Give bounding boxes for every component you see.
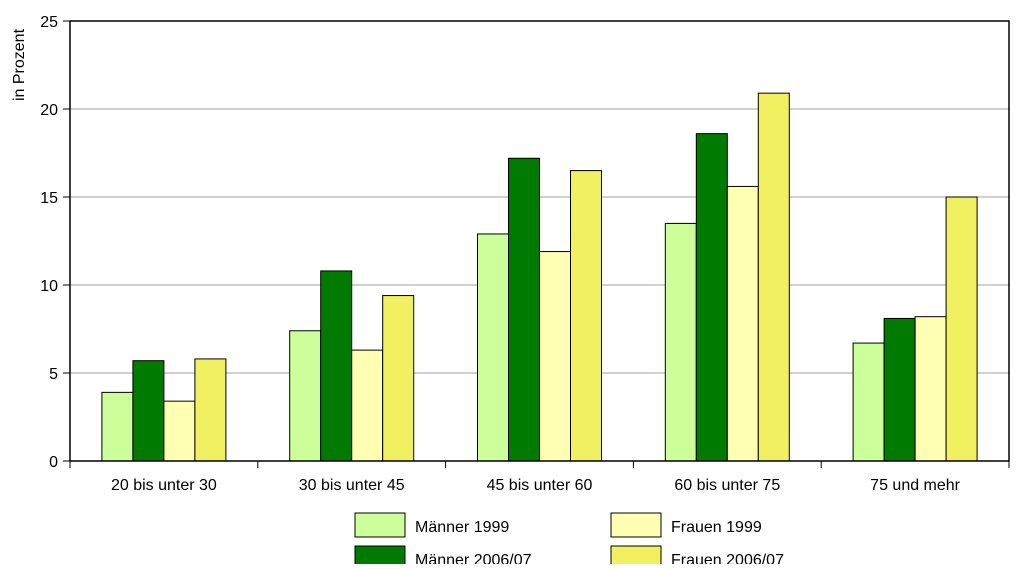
x-tick-label: 20 bis unter 30 bbox=[111, 477, 217, 494]
bar bbox=[883, 317, 916, 462]
bar bbox=[664, 222, 697, 462]
bars bbox=[101, 92, 978, 462]
legend: Männer 1999 Männer 2006/07 Frauen 1999 Frau… bbox=[354, 512, 784, 569]
x-tick-label: 30 bis unter 45 bbox=[299, 477, 405, 494]
y-tick-label: 15 bbox=[40, 190, 58, 207]
plot-frame bbox=[69, 20, 1010, 462]
x-tick-label: 75 und mehr bbox=[870, 477, 961, 494]
bar bbox=[132, 360, 165, 462]
bar bbox=[101, 391, 134, 462]
bar bbox=[382, 295, 415, 462]
bar bbox=[945, 196, 978, 462]
bar bbox=[695, 133, 728, 462]
legend-swatch bbox=[354, 545, 406, 569]
legend-item: Frauen 1999 bbox=[610, 512, 762, 538]
legend-item: Frauen 2006/07 bbox=[610, 545, 784, 569]
bar bbox=[508, 157, 540, 462]
legend-item: Männer 1999 bbox=[354, 512, 509, 538]
bar bbox=[570, 170, 602, 462]
y-tick-label: 20 bbox=[40, 102, 58, 119]
bar bbox=[914, 316, 947, 462]
y-tick-label: 25 bbox=[40, 14, 58, 31]
bar bbox=[477, 233, 509, 462]
legend-item: Männer 2006/07 bbox=[354, 545, 532, 569]
bar bbox=[320, 270, 353, 462]
bar bbox=[289, 330, 322, 462]
legend-label: Frauen 1999 bbox=[671, 519, 762, 536]
legend-label: Frauen 2006/07 bbox=[671, 552, 784, 564]
legend-swatch bbox=[610, 512, 662, 538]
bar bbox=[726, 185, 759, 462]
legend-label: Männer 1999 bbox=[415, 519, 509, 536]
bar bbox=[852, 342, 885, 462]
legend-swatch bbox=[354, 512, 406, 538]
bar bbox=[539, 251, 571, 462]
bar bbox=[194, 358, 227, 462]
bar bbox=[351, 349, 384, 462]
y-tick-label: 10 bbox=[40, 278, 58, 295]
bar bbox=[757, 92, 790, 462]
y-tick-label: 5 bbox=[49, 366, 58, 383]
x-tick-label: 45 bis unter 60 bbox=[487, 477, 593, 494]
tick-labels: 0 5 10 15 20 25 20 bis unter 30 30 bis unter 45… bbox=[40, 14, 960, 494]
axes bbox=[63, 20, 1010, 468]
y-axis-label: in Prozent bbox=[11, 28, 28, 101]
x-tick-label: 60 bis unter 75 bbox=[674, 477, 780, 494]
y-tick-label: 0 bbox=[49, 454, 58, 471]
legend-swatch bbox=[610, 545, 662, 569]
legend-label: Männer 2006/07 bbox=[415, 552, 532, 564]
bar bbox=[163, 400, 196, 462]
